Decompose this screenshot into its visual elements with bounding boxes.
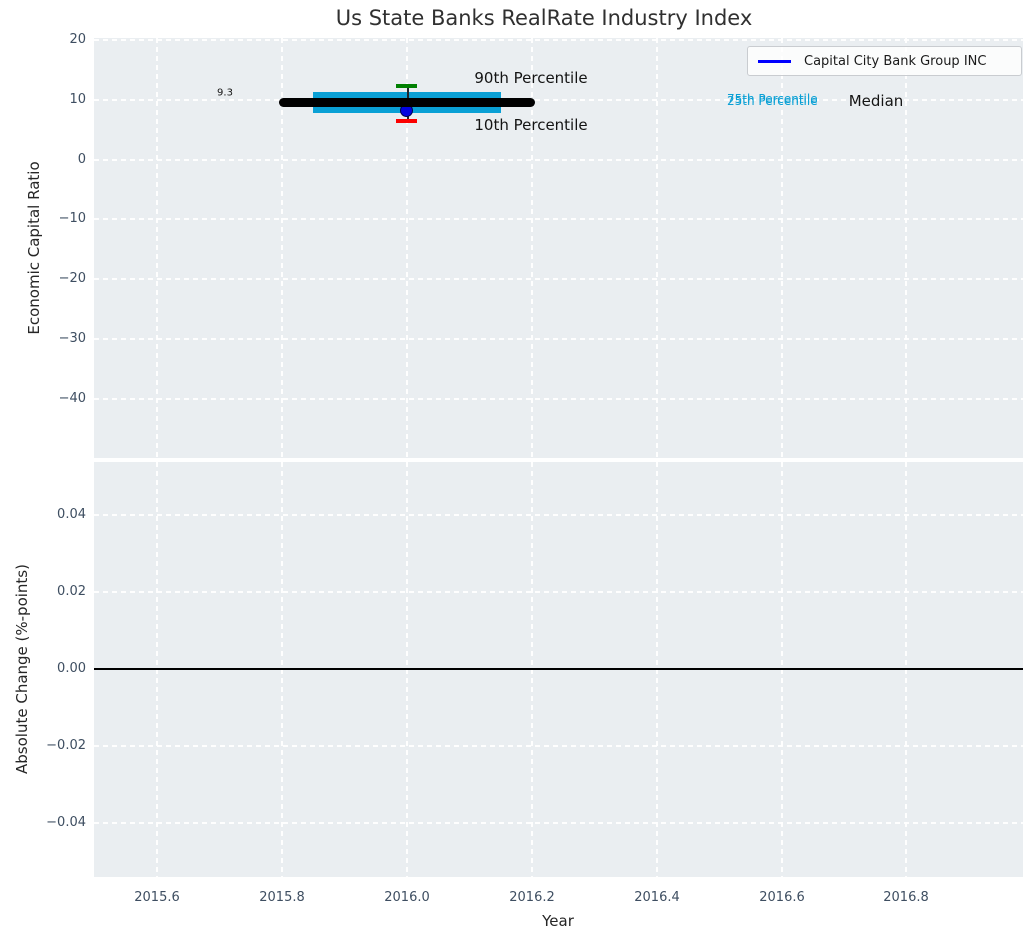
chart-title: Us State Banks RealRate Industry Index bbox=[335, 6, 753, 30]
x-tick-label: 2016.2 bbox=[509, 890, 555, 905]
gridline bbox=[94, 745, 1023, 747]
p90-errorbar-cap bbox=[396, 84, 417, 88]
gridline bbox=[156, 38, 158, 458]
gridline bbox=[94, 278, 1023, 280]
gridline bbox=[281, 38, 283, 458]
gridline bbox=[94, 822, 1023, 824]
gridline bbox=[94, 159, 1023, 161]
y-tick-label: 0.02 bbox=[57, 584, 86, 599]
p90-annotation: 90th Percentile bbox=[474, 69, 588, 87]
zero-reference-line bbox=[94, 668, 1023, 670]
gridline bbox=[656, 38, 658, 458]
top-y-axis-label: Economic Capital Ratio bbox=[25, 161, 43, 335]
median-value-annotation: 9.3 bbox=[217, 87, 233, 99]
x-axis-label: Year bbox=[542, 912, 574, 930]
x-tick-label: 2016.0 bbox=[384, 890, 430, 905]
y-tick-label: −10 bbox=[58, 211, 86, 226]
y-tick-label: −40 bbox=[58, 391, 86, 406]
y-tick-label: −0.02 bbox=[46, 738, 86, 753]
industry-median-line bbox=[279, 98, 535, 107]
y-tick-label: 0 bbox=[77, 152, 86, 167]
gridline bbox=[406, 38, 408, 458]
gridline bbox=[94, 218, 1023, 220]
p75-annotation: 75th Percentile bbox=[727, 92, 818, 106]
x-tick-label: 2016.4 bbox=[634, 890, 680, 905]
gridline bbox=[531, 38, 533, 458]
bottom-plot-area bbox=[94, 462, 1023, 877]
top-plot-area: 9.3 90th Percentile 10th Percentile 75th… bbox=[94, 38, 1023, 458]
p10-errorbar-cap bbox=[396, 119, 417, 123]
y-tick-label: 0.00 bbox=[57, 661, 86, 676]
y-tick-label: 0.04 bbox=[57, 507, 86, 522]
p10-annotation: 10th Percentile bbox=[474, 116, 588, 134]
gridline bbox=[94, 338, 1023, 340]
gridline bbox=[94, 99, 1023, 101]
x-tick-label: 2015.6 bbox=[134, 890, 180, 905]
p25-annotation: 25th Percentile bbox=[727, 94, 818, 108]
gridline bbox=[94, 591, 1023, 593]
median-annotation: Median bbox=[848, 92, 904, 110]
legend-label: Capital City Bank Group INC bbox=[804, 53, 987, 69]
y-tick-label: −30 bbox=[58, 331, 86, 346]
x-tick-label: 2015.8 bbox=[259, 890, 305, 905]
legend-line-sample bbox=[758, 59, 791, 63]
gridline bbox=[94, 514, 1023, 516]
y-tick-label: −0.04 bbox=[46, 815, 86, 830]
legend: Capital City Bank Group INC bbox=[747, 46, 1022, 76]
gridline bbox=[94, 39, 1023, 41]
gridline bbox=[905, 38, 907, 458]
y-tick-label: 10 bbox=[69, 92, 86, 107]
gridline bbox=[94, 398, 1023, 400]
gridline bbox=[781, 38, 783, 458]
y-tick-label: 20 bbox=[69, 32, 86, 47]
x-tick-label: 2016.6 bbox=[759, 890, 805, 905]
x-tick-label: 2016.8 bbox=[883, 890, 929, 905]
y-tick-label: −20 bbox=[58, 271, 86, 286]
